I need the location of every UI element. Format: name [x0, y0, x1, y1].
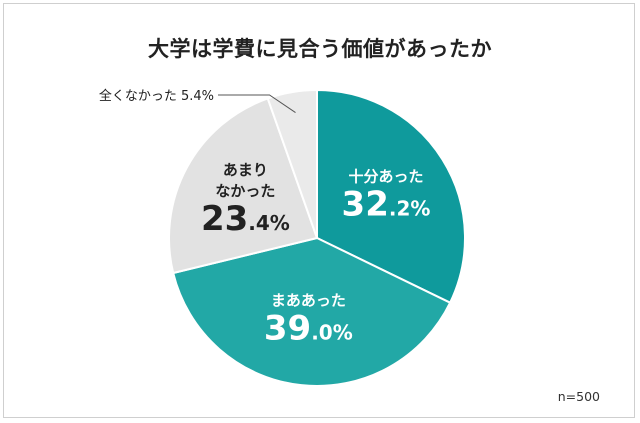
leader-line: [218, 94, 296, 113]
sample-size-note: n=500: [557, 389, 600, 404]
slice-label: 全くなかった 5.4%: [99, 88, 214, 104]
slice-label: あまり: [223, 161, 268, 179]
slice-value: 23.4%: [201, 199, 290, 239]
pie-slice: [266, 88, 318, 239]
slice-label: まああった: [271, 291, 346, 309]
pie-slice: [171, 236, 452, 387]
slice-value: 32.2%: [342, 184, 431, 224]
chart-title: 大学は学費に見合う価値があったか: [148, 37, 492, 61]
slice-label: なかった: [215, 182, 275, 200]
pie-slice: [168, 97, 319, 275]
slice-label: 十分あった: [348, 167, 423, 185]
slice-value: 39.0%: [264, 308, 353, 348]
pie-slice: [316, 88, 466, 305]
